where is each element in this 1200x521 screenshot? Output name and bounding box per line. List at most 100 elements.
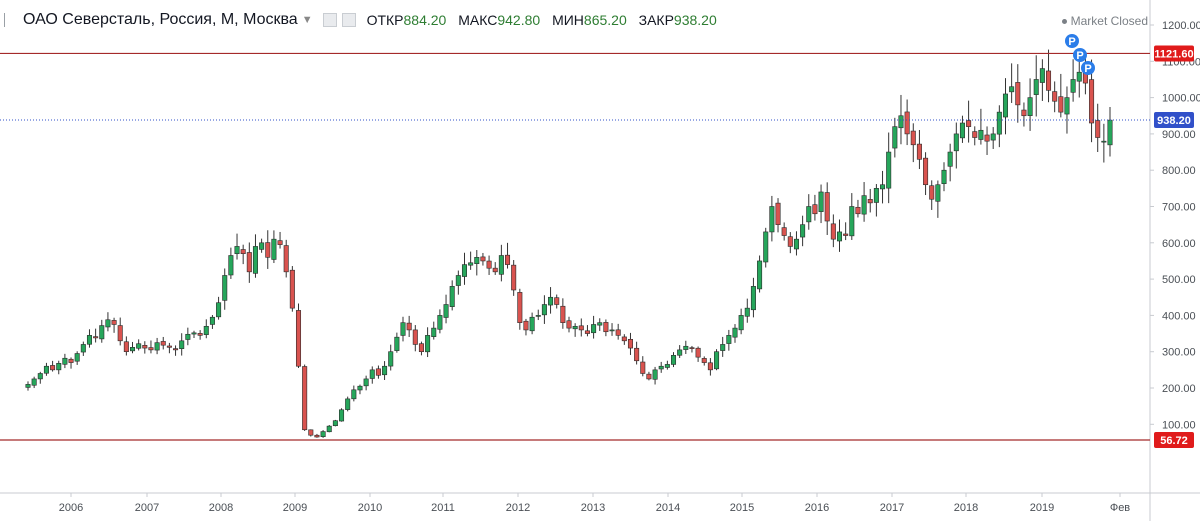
candle[interactable] — [793, 231, 799, 256]
marker-p-icon[interactable]: P — [1065, 34, 1079, 48]
candle[interactable] — [634, 341, 640, 365]
candle[interactable] — [646, 371, 652, 381]
candle[interactable] — [498, 244, 504, 282]
candle[interactable] — [31, 376, 37, 389]
candle[interactable] — [173, 345, 179, 356]
candle[interactable] — [781, 222, 787, 241]
candle[interactable] — [1064, 86, 1070, 134]
marker-p-icon[interactable]: P — [1073, 48, 1087, 62]
candle[interactable] — [701, 356, 707, 366]
candle[interactable] — [369, 366, 375, 384]
candle[interactable] — [763, 227, 769, 268]
candle[interactable] — [714, 349, 720, 371]
candle[interactable] — [683, 340, 689, 354]
candle[interactable] — [252, 234, 258, 278]
candle[interactable] — [732, 324, 738, 343]
candle[interactable] — [996, 105, 1002, 148]
candle[interactable] — [806, 194, 812, 230]
candle[interactable] — [800, 215, 806, 247]
candle[interactable] — [566, 316, 572, 333]
candle[interactable] — [738, 308, 744, 335]
candle[interactable] — [609, 323, 615, 336]
candle[interactable] — [972, 126, 978, 146]
candle[interactable] — [339, 408, 345, 422]
candle[interactable] — [480, 252, 486, 266]
candle[interactable] — [259, 238, 265, 253]
candle[interactable] — [191, 330, 197, 339]
candle[interactable] — [136, 339, 142, 351]
candle[interactable] — [474, 250, 480, 276]
candle[interactable] — [375, 365, 381, 379]
candle[interactable] — [449, 280, 455, 311]
candle[interactable] — [431, 321, 437, 340]
candle[interactable] — [621, 334, 627, 345]
candle[interactable] — [222, 268, 228, 310]
candle[interactable] — [117, 317, 123, 346]
marker-p-icon[interactable]: P — [1081, 61, 1095, 75]
candle[interactable] — [689, 345, 695, 353]
candle[interactable] — [37, 371, 43, 384]
candle[interactable] — [25, 381, 31, 391]
candle[interactable] — [886, 132, 892, 204]
candle[interactable] — [923, 152, 929, 196]
candle[interactable] — [351, 385, 357, 402]
candle[interactable] — [978, 108, 984, 145]
candle[interactable] — [584, 325, 590, 337]
candle[interactable] — [541, 295, 547, 324]
candle[interactable] — [56, 360, 62, 375]
candle[interactable] — [511, 260, 517, 296]
candle[interactable] — [142, 341, 148, 354]
candle[interactable] — [461, 252, 468, 285]
candle[interactable] — [486, 255, 492, 275]
candle[interactable] — [658, 361, 664, 373]
candle[interactable] — [984, 126, 990, 155]
candle[interactable] — [166, 342, 172, 354]
candle[interactable] — [505, 242, 511, 269]
candle[interactable] — [929, 180, 935, 210]
candle[interactable] — [892, 117, 898, 158]
candle[interactable] — [966, 100, 972, 143]
candle[interactable] — [185, 327, 191, 346]
candle[interactable] — [1101, 123, 1107, 163]
candle[interactable] — [80, 341, 86, 356]
candle[interactable] — [707, 358, 713, 376]
candle[interactable] — [787, 232, 793, 254]
candle[interactable] — [523, 318, 529, 336]
candle[interactable] — [388, 344, 394, 371]
candle[interactable] — [849, 193, 855, 240]
candle[interactable] — [812, 194, 818, 221]
candle[interactable] — [179, 333, 185, 356]
candle[interactable] — [904, 99, 910, 146]
candle[interactable] — [720, 336, 726, 357]
candle[interactable] — [357, 384, 363, 395]
candle[interactable] — [160, 336, 166, 350]
candle[interactable] — [529, 312, 535, 335]
candle[interactable] — [775, 198, 781, 233]
candle[interactable] — [105, 312, 111, 332]
candle[interactable] — [437, 309, 443, 334]
time-axis[interactable]: 2006 2007 2008 2009 2010 2011 2012 2013 2014 2015… — [0, 492, 1200, 514]
candle[interactable] — [93, 328, 99, 343]
candle[interactable] — [332, 419, 338, 427]
candle[interactable] — [578, 318, 584, 337]
candle[interactable] — [603, 319, 609, 337]
candle[interactable] — [1039, 59, 1045, 101]
candle[interactable] — [234, 233, 240, 260]
candle[interactable] — [111, 317, 117, 333]
candle[interactable] — [197, 330, 203, 340]
candle[interactable] — [1027, 78, 1033, 131]
candle[interactable] — [695, 346, 701, 362]
candle[interactable] — [750, 277, 756, 318]
candle[interactable] — [947, 143, 953, 182]
candle[interactable] — [867, 188, 873, 213]
candle[interactable] — [1052, 81, 1058, 113]
candle[interactable] — [615, 323, 621, 340]
candle[interactable] — [209, 315, 215, 329]
candle[interactable] — [1021, 102, 1027, 127]
candle[interactable] — [818, 184, 824, 224]
candle[interactable] — [289, 266, 295, 312]
candle[interactable] — [265, 230, 271, 269]
candle[interactable] — [277, 231, 283, 249]
candle[interactable] — [640, 356, 646, 377]
candle[interactable] — [757, 255, 763, 293]
